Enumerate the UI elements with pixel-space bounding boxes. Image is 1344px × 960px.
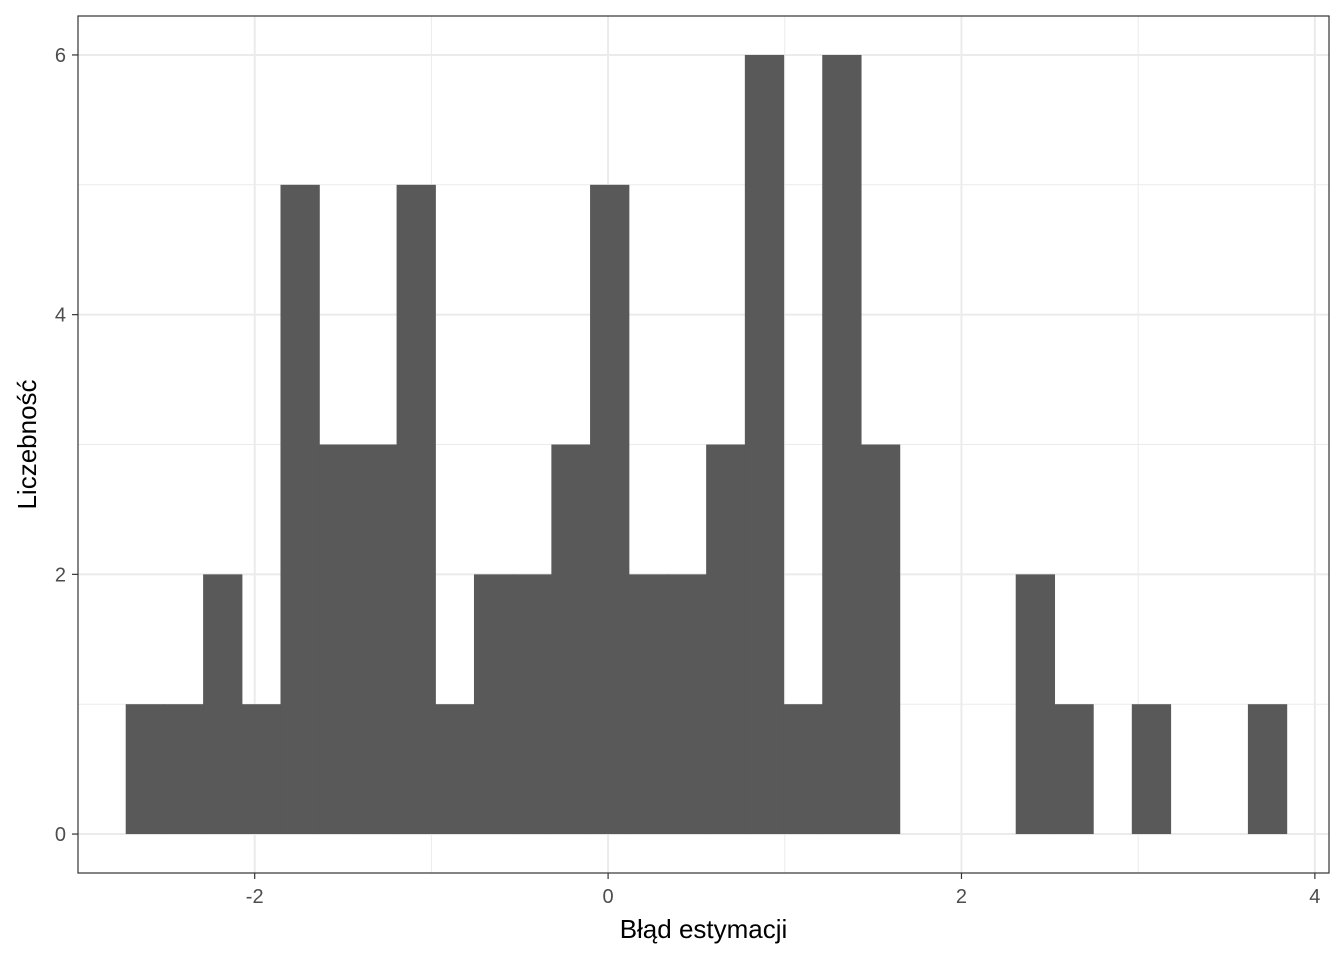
histogram-bar — [319, 444, 359, 835]
histogram-bar — [1054, 704, 1094, 835]
histogram-bar — [783, 704, 823, 835]
histogram-bar — [435, 704, 475, 835]
y-tick-label: 4 — [55, 305, 66, 327]
histogram-bar — [1131, 704, 1172, 835]
panel-border — [77, 15, 1330, 874]
histogram-bar — [551, 444, 591, 835]
histogram-bar — [744, 54, 785, 835]
histogram-bar — [125, 704, 166, 835]
histogram-bar — [628, 574, 669, 835]
x-tick-label: 4 — [1309, 886, 1320, 908]
histogram-bar — [1015, 574, 1056, 835]
histogram-bar — [667, 574, 707, 835]
histogram-bar — [822, 54, 862, 835]
y-axis-ticks: 0 2 4 6 — [55, 45, 78, 846]
histogram-bar — [1247, 704, 1288, 835]
histogram-bar — [357, 444, 398, 835]
histogram-bar — [512, 574, 552, 835]
y-tick-label: 6 — [55, 45, 66, 67]
x-tick-label: 2 — [956, 886, 967, 908]
histogram-bar — [706, 444, 746, 835]
y-axis-title: Liczebność — [12, 379, 42, 509]
x-axis-title: Błąd estymacji — [620, 914, 788, 944]
histogram-bar — [396, 184, 436, 835]
histogram-bar — [860, 444, 901, 835]
histogram-bar — [203, 574, 243, 835]
histogram-bar — [241, 704, 282, 835]
histogram-bar — [164, 704, 204, 835]
histogram-bar — [280, 184, 320, 835]
y-tick-label: 2 — [55, 564, 66, 586]
y-tick-label: 0 — [55, 824, 66, 846]
histogram-bar — [473, 574, 514, 835]
histogram-bars — [125, 54, 1288, 835]
x-tick-label: -2 — [246, 886, 264, 908]
x-tick-label: 0 — [603, 886, 614, 908]
histogram-bar — [590, 184, 630, 835]
x-axis-ticks: -2 0 2 4 — [246, 873, 1320, 908]
